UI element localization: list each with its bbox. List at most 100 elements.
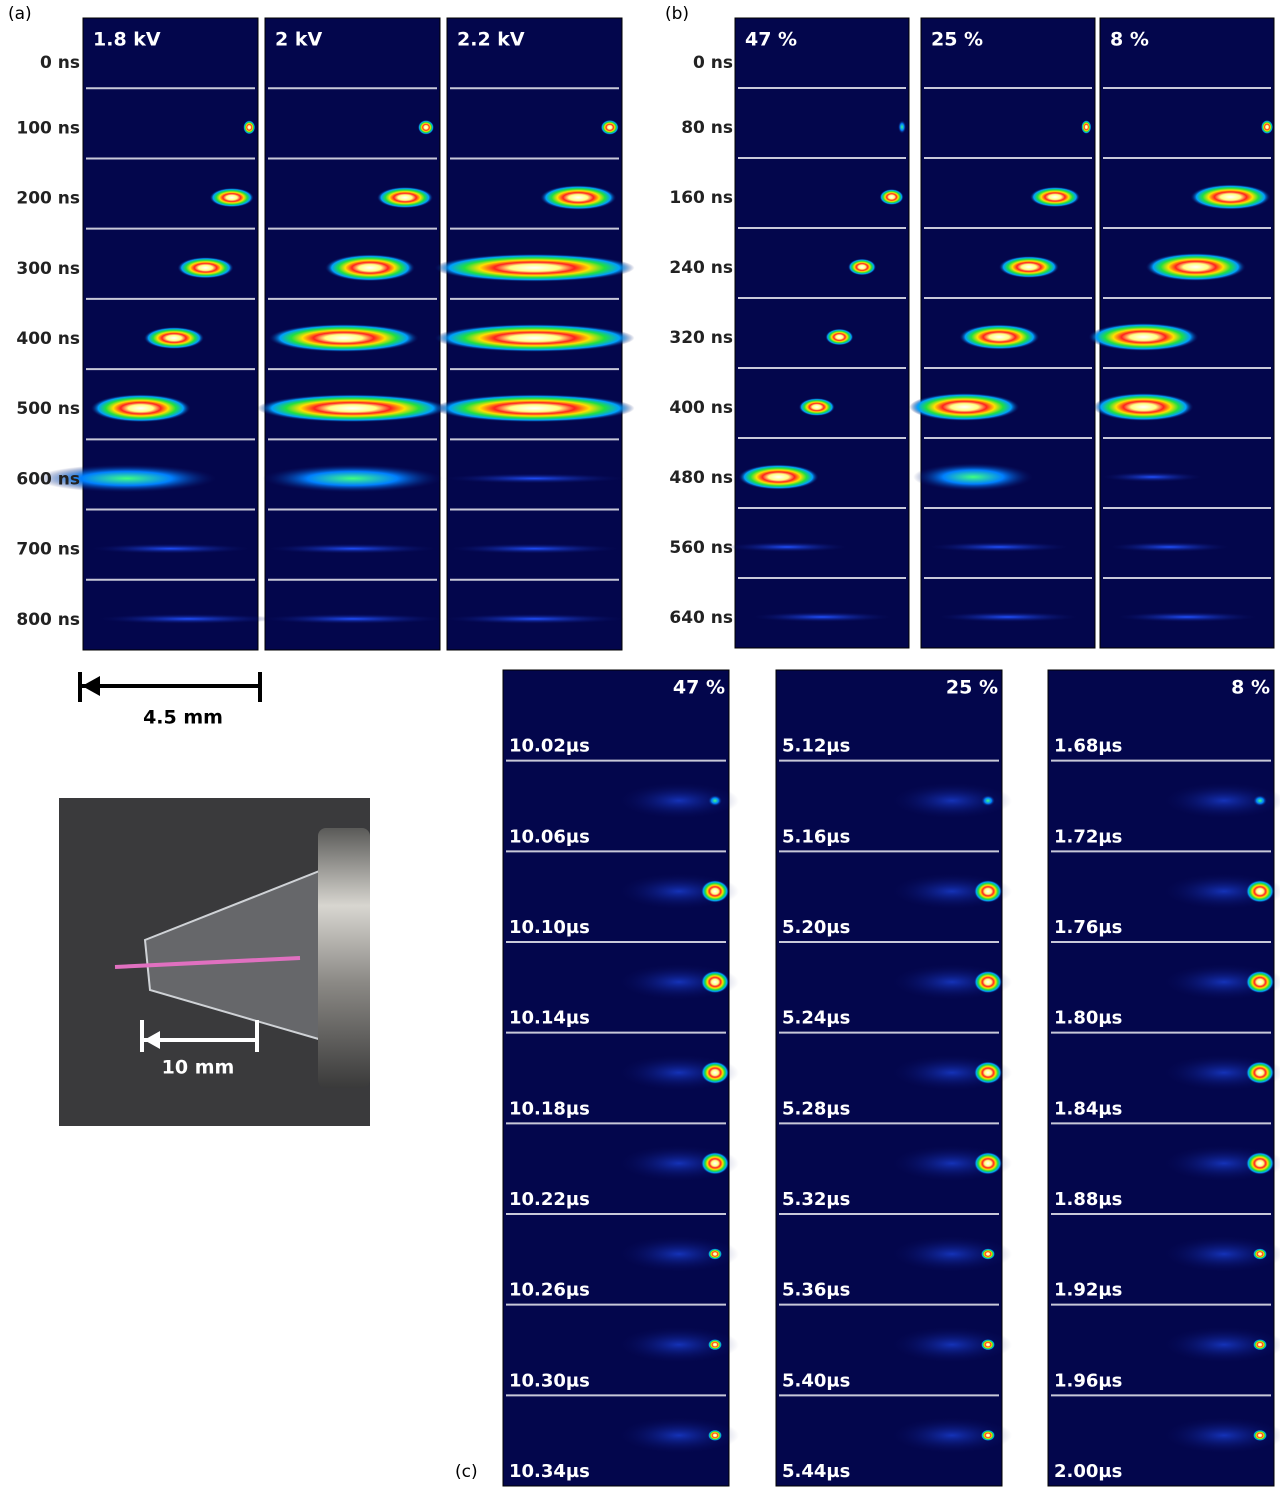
time-label: 500 ns [16,399,80,419]
plasma-bullet [434,253,635,282]
plasma-bullet [262,464,443,493]
time-label: 800 ns [16,610,80,630]
time-label: 1.84µs [1054,1098,1122,1119]
time-label: 480 ns [669,468,733,488]
plasma-bullet [444,473,625,484]
plasma-bullet [1081,120,1092,134]
plasma-bullet [913,463,1034,491]
plasma-bullet [1117,612,1257,622]
time-label: 400 ns [669,398,733,418]
plasma-bullet [798,398,835,416]
column-header: 47 % [745,29,797,51]
time-label: 10.06µs [509,826,590,847]
plasma-bullet [540,185,617,210]
plasma-spot [701,880,729,903]
plasma-spot [708,795,722,807]
plasma-glow [619,1417,739,1454]
time-label: 10.34µs [509,1461,590,1482]
plasma-glow [619,1326,739,1363]
plasma-bullet [727,542,848,552]
time-label: 1.76µs [1054,917,1122,938]
plasma-spot [701,1061,729,1084]
column-header: 47 % [673,677,725,699]
metal-holder [318,828,370,1088]
plasma-bullet [36,464,217,493]
time-label: 5.32µs [782,1189,850,1210]
plasma-bullet [377,186,433,209]
time-label: 320 ns [669,328,733,348]
plasma-glow [1164,1236,1280,1272]
time-label: 5.40µs [782,1370,850,1391]
plasma-bullet [825,328,854,346]
plasma-spot [1246,1061,1274,1084]
plasma-glow [1164,1326,1280,1363]
plasma-spot [974,880,1002,903]
plasma-spot [974,970,1002,994]
time-label: 300 ns [16,259,80,279]
plasma-bullet [325,254,415,282]
plasma-glow [892,1326,1012,1363]
plasma-glow [1164,1054,1280,1091]
time-label: 100 ns [16,118,80,138]
column-header: 8 % [1231,677,1270,699]
plasma-jet [114,956,301,969]
time-label: 1.96µs [1054,1370,1122,1391]
plasma-glow [892,1236,1012,1272]
plasma-glow [1164,1145,1280,1182]
plasma-bullet [1261,120,1274,134]
plasma-glow [619,1236,739,1272]
time-label: 10.30µs [509,1370,590,1391]
plasma-bullet [262,613,443,624]
time-label: 0 ns [40,53,80,73]
plasma-spot [1253,1339,1267,1351]
time-label: 1.68µs [1054,736,1122,757]
plasma-glow [1164,873,1280,910]
plasma-bullet [909,393,1020,421]
time-label: 10.22µs [509,1189,590,1210]
plasma-spot [1246,880,1274,903]
plasma-glow [892,1417,1012,1454]
plasma-spot [981,795,995,807]
time-label: 0 ns [693,53,733,73]
plasma-bullet [177,257,234,279]
scale-bar: 4.5 mm [78,672,262,729]
time-label: 5.44µs [782,1461,850,1482]
plasma-bullet [268,324,419,352]
column-header: 25 % [946,677,998,699]
plasma-bullet [1102,472,1203,482]
plasma-bullet [1029,186,1080,208]
time-label: 160 ns [669,188,733,208]
plasma-bullet [449,543,620,554]
time-label: 600 ns [16,469,80,489]
plasma-bullet [98,613,278,624]
plasma-bullet [1145,253,1246,281]
plasma-spot [981,1248,995,1260]
plasma-spot [981,1339,995,1351]
plasma-spot [1246,970,1274,994]
time-label: 240 ns [669,258,733,278]
plasma-bullet [243,120,256,135]
plasma-spot [1253,1248,1267,1260]
plasma-spot [708,1248,722,1260]
time-label: 5.16µs [782,826,850,847]
plasma-bullet [434,324,635,352]
time-label: 80 ns [681,118,733,138]
column-header: 8 % [1110,29,1149,51]
time-label: 1.88µs [1054,1189,1122,1210]
plasma-bullet [1190,184,1271,210]
plasma-bullet [418,120,434,135]
column-header: 2.2 kV [457,29,525,51]
time-label: 10.18µs [509,1098,590,1119]
time-label: 5.24µs [782,1008,850,1029]
plasma-spot [1253,795,1267,807]
scale-label: 10 mm [162,1057,235,1079]
photo: 10 mm [59,798,370,1126]
plasma-bullet [738,464,819,490]
plasma-bullet [90,543,251,554]
plasma-bullet [209,187,254,208]
column-header: 25 % [931,29,983,51]
plasma-glow [1164,964,1280,1000]
time-label: 400 ns [16,329,80,349]
plasma-spot [974,1152,1002,1175]
